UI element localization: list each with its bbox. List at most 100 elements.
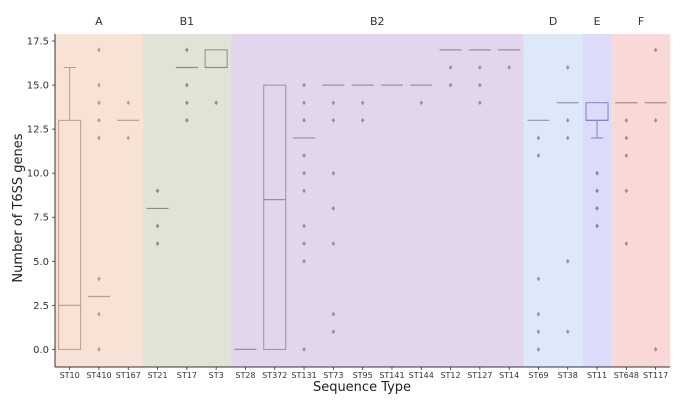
outlier-point-st410-2	[97, 100, 101, 106]
group-label-b1: B1	[180, 15, 195, 28]
outlier-point-st410-6	[97, 311, 101, 317]
y-tick-label-4: 10.0	[27, 169, 49, 180]
outlier-point-st73-1	[331, 117, 336, 123]
outlier-point-st410-5	[97, 276, 101, 282]
x-tick-label-st73: ST73	[323, 371, 343, 380]
x-tick-label-st372: ST372	[262, 371, 287, 380]
outlier-point-st73-2	[331, 170, 336, 176]
outlier-point-st648-4	[624, 241, 629, 247]
outlier-point-st73-6	[331, 329, 336, 335]
outlier-point-st95-0	[360, 100, 365, 106]
outlier-point-st11-3	[595, 223, 599, 229]
outlier-point-st38-4	[565, 329, 570, 335]
box-st372	[263, 84, 287, 350]
group-label-d: D	[549, 15, 557, 28]
group-label-f: F	[638, 15, 644, 28]
y-tick-label-6: 15.0	[27, 81, 49, 92]
x-tick-label-st144: ST144	[409, 371, 434, 380]
x-tick-label-st167: ST167	[116, 371, 141, 380]
y-tick-label-2: 5.0	[33, 257, 49, 268]
axes: ST10 ST410 ST167 ST21 ST17 ST3 ST28 ST372 ST131 S…	[27, 34, 670, 380]
outlier-point-st21-0	[155, 188, 160, 194]
group-label-b2: B2	[370, 15, 385, 28]
y-tick-label-7: 17.5	[27, 37, 49, 48]
outlier-point-st131-4	[302, 170, 306, 176]
outlier-point-st21-2	[155, 241, 160, 247]
y-tick-label-5: 12.5	[27, 125, 49, 136]
x-tick-label-st141: ST141	[379, 371, 404, 380]
outlier-point-st38-2	[565, 135, 570, 141]
outlier-point-st131-2	[302, 117, 306, 123]
outlier-point-st11-0	[595, 170, 599, 176]
outlier-point-st127-2	[478, 100, 482, 106]
y-tick-label-3: 7.5	[33, 213, 49, 224]
y-tick-label-1: 2.5	[33, 301, 49, 312]
outlier-point-st73-3	[331, 206, 336, 211]
outlier-point-st38-0	[565, 65, 570, 70]
outlier-point-st117-1	[653, 117, 658, 123]
group-label-a: A	[95, 15, 103, 28]
group-panel-e	[582, 34, 612, 367]
outlier-point-st11-1	[595, 188, 599, 194]
box-series	[58, 47, 667, 352]
outlier-point-st144-0	[419, 100, 424, 106]
x-tick-label-st17: ST17	[177, 371, 197, 380]
outlier-point-st410-1	[97, 82, 101, 88]
group-panel-b2	[230, 34, 524, 367]
outlier-point-st131-5	[302, 188, 306, 194]
outlier-point-st127-1	[478, 82, 482, 88]
outlier-point-st648-3	[624, 188, 629, 194]
outlier-point-st648-1	[624, 135, 629, 141]
outlier-point-st131-1	[302, 100, 306, 106]
outlier-point-st73-5	[331, 311, 336, 317]
outlier-point-st117-2	[653, 346, 658, 352]
x-tick-label-st117: ST117	[643, 371, 668, 380]
x-tick-label-st28: ST28	[235, 371, 255, 380]
x-tick-label-st127: ST127	[467, 371, 492, 380]
outlier-point-st17-3	[185, 117, 189, 123]
group-panel-b1	[142, 34, 231, 367]
outlier-point-st17-1	[185, 82, 189, 88]
outlier-point-st648-0	[624, 117, 629, 123]
x-tick-label-st38: ST38	[558, 371, 578, 380]
outlier-point-st11-2	[595, 206, 599, 211]
outlier-point-st12-1	[448, 82, 453, 88]
outlier-point-st410-4	[97, 135, 101, 141]
outlier-point-st69-4	[536, 329, 541, 335]
outlier-point-st131-3	[302, 153, 306, 158]
box-st10	[58, 119, 82, 350]
outlier-point-st131-6	[302, 223, 306, 229]
group-label-e: E	[594, 15, 601, 28]
outlier-point-st69-1	[536, 153, 541, 158]
x-tick-label-st410: ST410	[86, 371, 111, 380]
x-tick-label-st131: ST131	[291, 371, 316, 380]
outlier-point-st131-7	[302, 241, 306, 247]
outlier-point-st21-1	[155, 223, 160, 229]
x-tick-label-st648: ST648	[614, 371, 639, 380]
outlier-point-st648-2	[624, 153, 629, 158]
outlier-point-st131-0	[302, 82, 306, 88]
outlier-point-st127-0	[478, 65, 482, 70]
outlier-point-st69-0	[536, 135, 541, 141]
group-panels: A B1 B2 D E F	[55, 15, 671, 367]
outlier-point-st14-0	[507, 65, 511, 70]
outlier-point-st12-0	[448, 65, 453, 70]
x-tick-label-st10: ST10	[60, 371, 80, 380]
outlier-point-st69-2	[536, 276, 541, 282]
outlier-point-st131-8	[302, 258, 306, 264]
outlier-point-st73-4	[331, 241, 336, 247]
outlier-point-st3-0	[214, 100, 218, 106]
outlier-point-st410-0	[97, 47, 101, 53]
y-axis-title: Number of T6SS genes	[11, 133, 26, 282]
x-tick-label-st14: ST14	[499, 371, 519, 380]
group-panel-f	[611, 34, 671, 367]
outlier-point-st38-3	[565, 258, 570, 264]
x-tick-label-st95: ST95	[353, 371, 373, 380]
x-tick-label-st12: ST12	[440, 371, 460, 380]
outlier-point-st167-1	[126, 135, 131, 141]
x-tick-label-st3: ST3	[209, 371, 224, 380]
x-tick-label-st69: ST69	[528, 371, 548, 380]
y-tick-label-0: 0.0	[33, 345, 49, 356]
outlier-point-st69-3	[536, 311, 541, 317]
